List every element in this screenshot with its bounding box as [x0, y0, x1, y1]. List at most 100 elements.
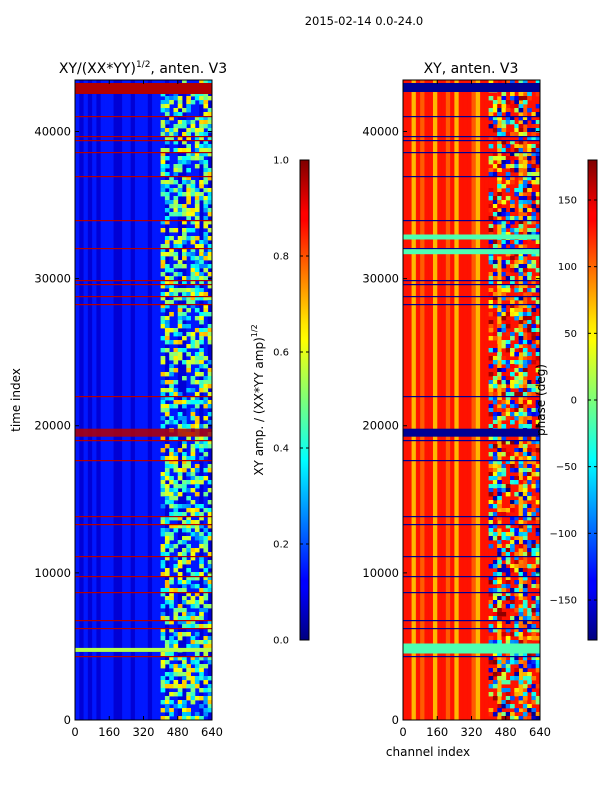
phase-cell: [497, 548, 502, 553]
amplitude-cell: [160, 168, 166, 173]
amplitude-cell: [203, 576, 209, 581]
phase-cell: [535, 516, 540, 521]
phase-cell: [501, 328, 507, 333]
phase-cell: [535, 488, 540, 493]
amplitude-cell: [169, 352, 174, 357]
phase-cell: [535, 288, 540, 293]
amplitude-cell: [199, 624, 204, 629]
amplitude-cell: [203, 308, 209, 313]
amplitude-cell: [164, 348, 170, 353]
amplitude-cell: [173, 436, 179, 441]
amplitude-cell: [186, 108, 191, 113]
phase-cell: [505, 288, 511, 293]
amplitude-cell: [177, 212, 183, 217]
phase-cell: [527, 472, 532, 477]
amplitude-cell: [199, 388, 204, 393]
phase-cell: [510, 168, 515, 173]
phase-cell: [488, 172, 494, 177]
phase-cell: [514, 588, 519, 593]
phase-flag-row: [403, 516, 540, 518]
amplitude-cell: [164, 652, 170, 657]
phase-cell: [535, 124, 540, 129]
amplitude-cell: [169, 364, 174, 369]
phase-cell: [531, 460, 537, 465]
phase-cell: [531, 304, 537, 309]
phase-cell: [510, 412, 515, 417]
amplitude-cell: [194, 380, 200, 385]
amplitude-flag-row: [75, 296, 212, 298]
amplitude-cell: [190, 524, 196, 529]
phase-cell: [505, 160, 511, 165]
phase-cell: [505, 196, 511, 201]
phase-cell: [522, 572, 528, 577]
amplitude-cell: [207, 112, 212, 117]
phase-cell: [522, 616, 528, 621]
phase-cell: [510, 372, 515, 377]
amplitude-cell: [186, 344, 191, 349]
phase-cell: [501, 108, 507, 113]
amplitude-cell: [203, 220, 209, 225]
phase-cell: [514, 216, 519, 221]
phase-cell: [501, 372, 507, 377]
phase-cell: [531, 576, 537, 581]
amplitude-colorbar-tick-label: 0.8: [273, 252, 289, 263]
phase-cell: [518, 624, 524, 629]
phase-cell: [527, 688, 532, 693]
phase-cell: [488, 320, 494, 325]
amplitude-cell: [186, 568, 191, 573]
phase-cell: [535, 656, 540, 661]
phase-cell: [497, 484, 502, 489]
amplitude-cell: [177, 472, 183, 477]
amplitude-cell: [190, 276, 196, 281]
amplitude-cell: [160, 484, 166, 489]
phase-cell: [488, 532, 494, 537]
amplitude-cell: [199, 296, 204, 301]
phase-cell: [488, 108, 494, 113]
phase-cell: [518, 640, 524, 645]
phase-cell: [531, 148, 537, 153]
amplitude-cell: [186, 580, 191, 585]
amplitude-cell: [199, 380, 204, 385]
phase-cell: [531, 608, 537, 613]
phase-cell: [492, 412, 498, 417]
phase-cell: [505, 624, 511, 629]
phase-cell: [531, 684, 537, 689]
phase-cell: [527, 544, 532, 549]
phase-cell: [510, 400, 515, 405]
phase-cell: [492, 296, 498, 301]
phase-cell: [527, 460, 532, 465]
amplitude-cell: [199, 320, 204, 325]
phase-cell: [518, 256, 524, 261]
amplitude-cell: [190, 572, 196, 577]
amplitude-cell: [164, 532, 170, 537]
amplitude-cell: [186, 576, 191, 581]
phase-cell: [518, 632, 524, 637]
amplitude-cell: [173, 680, 179, 685]
phase-cell: [501, 424, 507, 429]
amplitude-cell: [199, 128, 204, 133]
amplitude-cell: [203, 256, 209, 261]
phase-cell: [505, 252, 511, 257]
amplitude-cell: [207, 444, 212, 449]
phase-cell: [535, 584, 540, 589]
amplitude-cell: [160, 148, 166, 153]
amplitude-cell: [160, 480, 166, 485]
amplitude-ytick-label: 40000: [34, 124, 71, 138]
amplitude-cell: [160, 628, 166, 633]
amplitude-cell: [207, 256, 212, 261]
amplitude-cell: [190, 236, 196, 241]
phase-cell: [488, 424, 494, 429]
phase-cell: [531, 344, 537, 349]
amplitude-cell: [203, 172, 209, 177]
phase-cell: [531, 324, 537, 329]
phase-cell: [522, 304, 528, 309]
phase-cell: [510, 352, 515, 357]
phase-cell: [527, 272, 532, 277]
phase-cell: [531, 660, 537, 665]
phase-flag-row: [403, 248, 540, 250]
phase-cell: [518, 468, 524, 473]
amplitude-cell: [182, 180, 187, 185]
amplitude-cell: [177, 244, 183, 249]
amplitude-cell: [203, 656, 209, 661]
phase-cell: [514, 128, 519, 133]
